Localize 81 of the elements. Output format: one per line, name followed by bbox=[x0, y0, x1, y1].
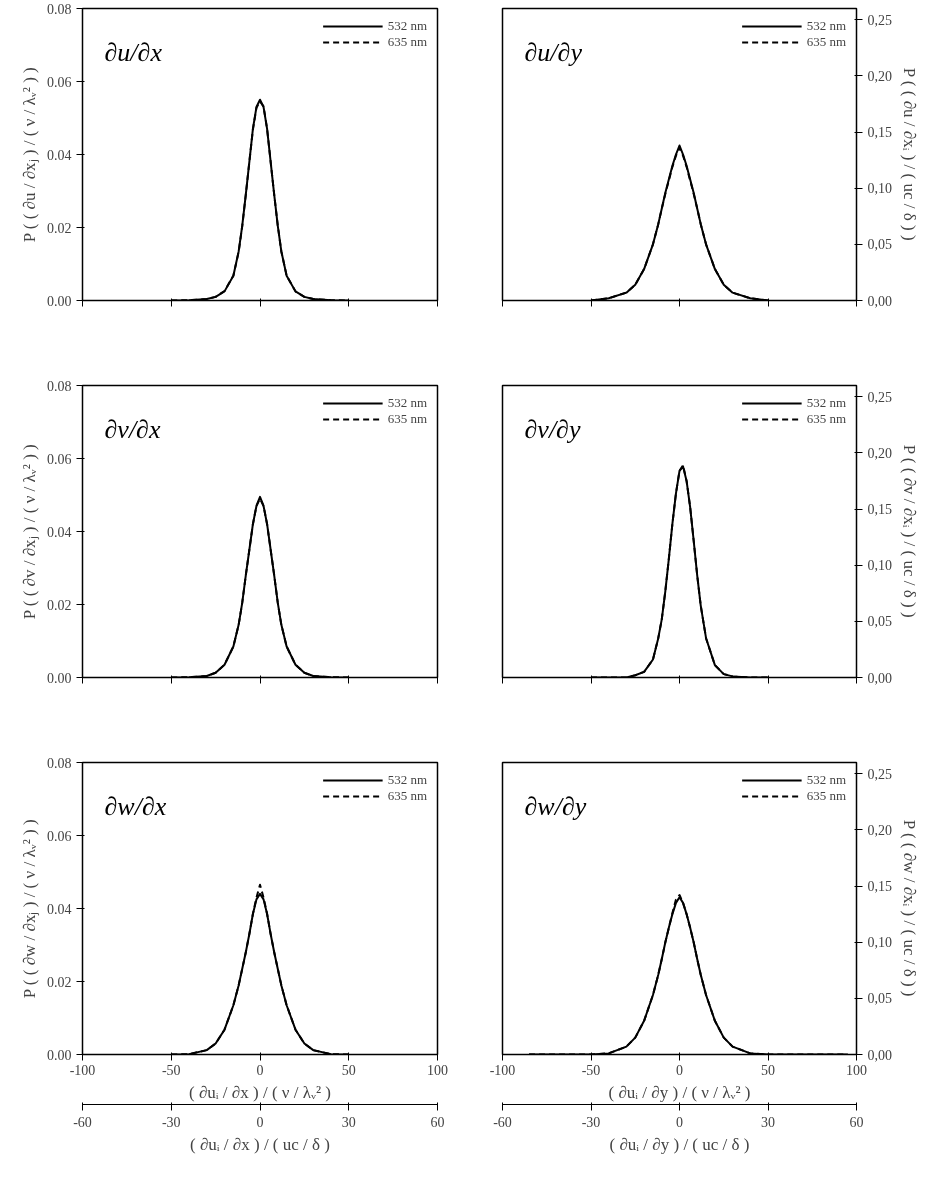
x-tick-label: -50 bbox=[581, 1062, 601, 1078]
legend-label: 635 nm bbox=[387, 411, 427, 427]
x-tick-label: 0 bbox=[256, 1062, 264, 1078]
x2-tick-label: 0 bbox=[676, 1114, 683, 1130]
y-tick-label: 0.00 bbox=[47, 293, 72, 309]
y-tick-label: 0.06 bbox=[47, 828, 72, 844]
y2-tick-label: 0,05 bbox=[867, 991, 892, 1007]
y2-axis-title: P ( ( ∂v / ∂xᵢ ) / ( uc / δ ) ) bbox=[900, 444, 919, 618]
legend-label: 532 nm bbox=[806, 18, 846, 34]
x-tick-label: 100 bbox=[427, 1062, 448, 1078]
y2-axis-title: P ( ( ∂u / ∂xᵢ ) / ( uc / δ ) ) bbox=[900, 67, 919, 241]
x-tick-label: 50 bbox=[761, 1062, 775, 1078]
y2-tick-label: 0,25 bbox=[867, 766, 892, 782]
x-tick-label: -100 bbox=[69, 1062, 96, 1078]
x2-tick-label: -30 bbox=[581, 1114, 601, 1130]
y2-tick-label: 0,15 bbox=[867, 879, 892, 895]
text: ∂v/∂y bbox=[524, 414, 581, 444]
y2-tick-label: 0,25 bbox=[867, 389, 892, 405]
y2-tick-label: 0,05 bbox=[867, 237, 892, 253]
y-axis-title: P ( ( ∂w / ∂xⱼ ) / ( ν / λᵥ² ) ) bbox=[20, 819, 40, 999]
x-axis-title: ( ∂uᵢ / ∂x ) / ( ν / λᵥ² ) bbox=[189, 1082, 331, 1102]
legend-label: 635 nm bbox=[387, 34, 427, 50]
x2-tick-label: 60 bbox=[430, 1114, 445, 1130]
x-tick-label: -50 bbox=[161, 1062, 181, 1078]
legend-label: 532 nm bbox=[387, 395, 427, 411]
y2-tick-label: 0,15 bbox=[867, 125, 892, 141]
y-tick-label: 0.04 bbox=[47, 901, 72, 917]
y-axis-title: P ( ( ∂v / ∂xⱼ ) / ( ν / λᵥ² ) ) bbox=[20, 444, 40, 620]
x-tick-label: 0 bbox=[676, 1062, 683, 1078]
y-tick-label: 0.08 bbox=[47, 378, 72, 394]
y-tick-label: 0.00 bbox=[47, 1047, 72, 1063]
legend-label: 635 nm bbox=[806, 788, 846, 804]
y-tick-label: 0.04 bbox=[47, 147, 72, 163]
legend-label: 635 nm bbox=[806, 411, 846, 427]
legend-label: 532 nm bbox=[387, 772, 427, 788]
y2-tick-label: 0,00 bbox=[867, 1047, 892, 1063]
y2-tick-label: 0,10 bbox=[867, 181, 892, 197]
y2-tick-label: 0,10 bbox=[867, 558, 892, 574]
x-tick-label: 50 bbox=[341, 1062, 356, 1078]
y-tick-label: 0.02 bbox=[47, 974, 72, 990]
x2-tick-label: -60 bbox=[73, 1114, 92, 1130]
y-tick-label: 0.06 bbox=[47, 451, 72, 467]
text: ∂u/∂y bbox=[524, 37, 583, 67]
text: ∂w/∂y bbox=[524, 791, 587, 821]
y2-tick-label: 0,20 bbox=[867, 822, 892, 838]
text: ∂u/∂x bbox=[104, 37, 163, 67]
y-axis-title: P ( ( ∂u / ∂xⱼ ) / ( ν / λᵥ² ) ) bbox=[20, 67, 40, 243]
legend-label: 532 nm bbox=[387, 18, 427, 34]
x2-tick-label: -60 bbox=[493, 1114, 512, 1130]
y-tick-label: 0.02 bbox=[47, 220, 72, 236]
y-tick-label: 0.02 bbox=[47, 597, 72, 613]
x-tick-label: 100 bbox=[846, 1062, 867, 1078]
y-tick-label: 0.00 bbox=[47, 670, 72, 686]
y2-tick-label: 0,15 bbox=[867, 502, 892, 518]
y2-tick-label: 0,20 bbox=[867, 68, 892, 84]
x-tick-label: -100 bbox=[489, 1062, 516, 1078]
y2-tick-label: 0,20 bbox=[867, 445, 892, 461]
legend-label: 635 nm bbox=[387, 788, 427, 804]
y2-tick-label: 0,00 bbox=[867, 293, 892, 309]
text: ∂w/∂x bbox=[104, 791, 167, 821]
y2-tick-label: 0,00 bbox=[867, 670, 892, 686]
y2-tick-label: 0,05 bbox=[867, 614, 892, 630]
y2-tick-label: 0,25 bbox=[867, 12, 892, 28]
x2-tick-label: 0 bbox=[256, 1114, 264, 1130]
legend-label: 635 nm bbox=[806, 34, 846, 50]
x-axis-title: ( ∂uᵢ / ∂y ) / ( ν / λᵥ² ) bbox=[608, 1082, 751, 1102]
x2-axis-title: ( ∂uᵢ / ∂x ) / ( uc / δ ) bbox=[190, 1134, 330, 1154]
legend-label: 532 nm bbox=[806, 395, 846, 411]
x2-tick-label: 30 bbox=[761, 1114, 775, 1130]
x2-tick-label: 30 bbox=[341, 1114, 356, 1130]
text: ∂v/∂x bbox=[104, 414, 161, 444]
legend-label: 532 nm bbox=[806, 772, 846, 788]
y2-axis-title: P ( ( ∂w / ∂xᵢ ) / ( uc / δ ) ) bbox=[900, 819, 919, 997]
x2-axis-title: ( ∂uᵢ / ∂y ) / ( uc / δ ) bbox=[609, 1134, 750, 1154]
y-tick-label: 0.08 bbox=[47, 1, 72, 17]
y-tick-label: 0.04 bbox=[47, 524, 72, 540]
x2-tick-label: -30 bbox=[161, 1114, 181, 1130]
y2-tick-label: 0,10 bbox=[867, 935, 892, 951]
y-tick-label: 0.06 bbox=[47, 74, 72, 90]
x2-tick-label: 60 bbox=[849, 1114, 864, 1130]
y-tick-label: 0.08 bbox=[47, 755, 72, 771]
